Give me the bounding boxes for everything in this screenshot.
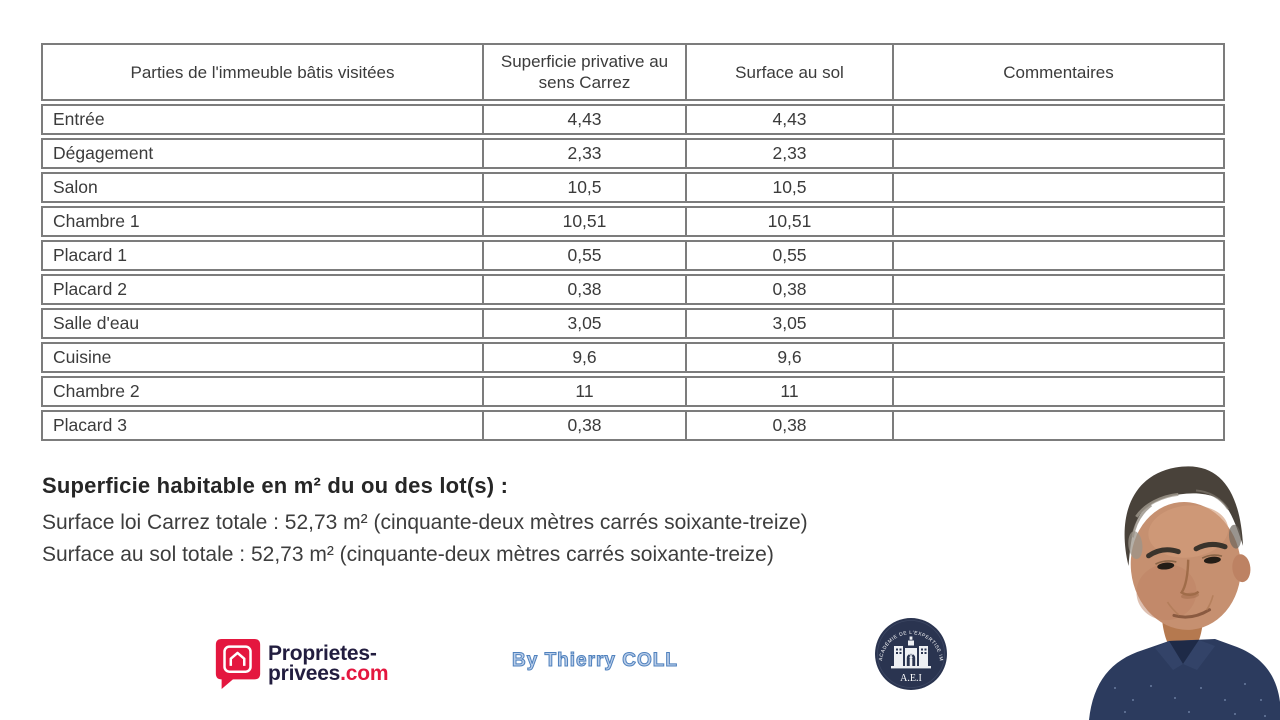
room-comment: [892, 208, 1223, 235]
byline-thierry-coll: By Thierry COLL: [512, 650, 678, 672]
room-comment: [892, 174, 1223, 201]
room-comment: [892, 310, 1223, 337]
room-name: Salle d'eau: [53, 313, 140, 333]
table-row: Chambre 2 11 11: [41, 376, 1225, 407]
room-sol: 10,5: [685, 174, 892, 201]
room-name: Entrée: [53, 109, 105, 129]
room-sol: 4,43: [685, 106, 892, 133]
room-comment: [892, 412, 1223, 439]
room-carrez: 4,43: [482, 106, 685, 133]
room-name: Placard 1: [53, 245, 127, 265]
summary-sol-total: Surface au sol totale : 52,73 m² (cinqua…: [42, 543, 774, 566]
room-comment: [892, 106, 1223, 133]
header-carrez: Superficie privative au sens Carrez: [482, 45, 685, 99]
carrez-surface-table: Parties de l'immeuble bâtis visitées Sup…: [41, 43, 1225, 441]
room-comment: [892, 276, 1223, 303]
room-sol: 0,55: [685, 242, 892, 269]
room-sol: 3,05: [685, 310, 892, 337]
table-row: Cuisine 9,6 9,6: [41, 342, 1225, 373]
room-name: Salon: [53, 177, 98, 197]
brand-line2: privees.com: [268, 662, 389, 685]
summary-title: Superficie habitable en m² du ou des lot…: [42, 473, 509, 498]
room-name: Placard 2: [53, 279, 127, 299]
room-sol: 9,6: [685, 344, 892, 371]
table-row: Placard 1 0,55 0,55: [41, 240, 1225, 271]
room-carrez: 11: [482, 378, 685, 405]
room-name: Placard 3: [53, 415, 127, 435]
header-sol: Surface au sol: [685, 45, 892, 99]
house-bubble-icon: [215, 638, 261, 690]
table-row: Salon 10,5 10,5: [41, 172, 1225, 203]
room-name: Dégagement: [53, 143, 154, 163]
agent-portrait-photo: [1085, 448, 1280, 720]
room-name: Chambre 1: [53, 211, 140, 231]
header-parties: Parties de l'immeuble bâtis visitées: [130, 62, 395, 82]
room-name: Chambre 2: [53, 381, 140, 401]
summary-carrez-total: Surface loi Carrez totale : 52,73 m² (ci…: [42, 511, 808, 534]
room-carrez: 10,51: [482, 208, 685, 235]
room-carrez: 0,38: [482, 412, 685, 439]
room-carrez: 0,55: [482, 242, 685, 269]
room-comment: [892, 378, 1223, 405]
brand-wordmark: Proprietes- privees.com: [268, 642, 389, 685]
room-carrez: 10,5: [482, 174, 685, 201]
seal-building-icon: [891, 636, 931, 669]
brand-domain-suffix: .com: [340, 662, 389, 685]
room-carrez: 3,05: [482, 310, 685, 337]
seal-label: A.E.I: [900, 673, 922, 684]
room-comment: [892, 140, 1223, 167]
brand-line1: Proprietes-: [268, 642, 377, 665]
room-name: Cuisine: [53, 347, 112, 367]
header-commentaires: Commentaires: [892, 45, 1223, 99]
table-row: Chambre 1 10,51 10,51: [41, 206, 1225, 237]
room-sol: 2,33: [685, 140, 892, 167]
room-comment: [892, 242, 1223, 269]
room-sol: 11: [685, 378, 892, 405]
room-sol: 10,51: [685, 208, 892, 235]
table-row: Placard 2 0,38 0,38: [41, 274, 1225, 305]
room-sol: 0,38: [685, 412, 892, 439]
surface-summary: Superficie habitable en m² du ou des lot…: [42, 473, 808, 571]
table-row: Salle d'eau 3,05 3,05: [41, 308, 1225, 339]
room-carrez: 2,33: [482, 140, 685, 167]
table-row: Entrée 4,43 4,43: [41, 104, 1225, 135]
aei-academy-seal-icon: ACADÉMIE DE L'EXPERTISE IMMOBILIÈRE A.E.…: [872, 615, 947, 690]
room-sol: 0,38: [685, 276, 892, 303]
room-carrez: 9,6: [482, 344, 685, 371]
table-header-row: Parties de l'immeuble bâtis visitées Sup…: [41, 43, 1225, 101]
room-comment: [892, 344, 1223, 371]
room-carrez: 0,38: [482, 276, 685, 303]
table-row: Placard 3 0,38 0,38: [41, 410, 1225, 441]
proprietes-privees-logo: Proprietes- privees.com: [214, 638, 389, 690]
table-row: Dégagement 2,33 2,33: [41, 138, 1225, 169]
